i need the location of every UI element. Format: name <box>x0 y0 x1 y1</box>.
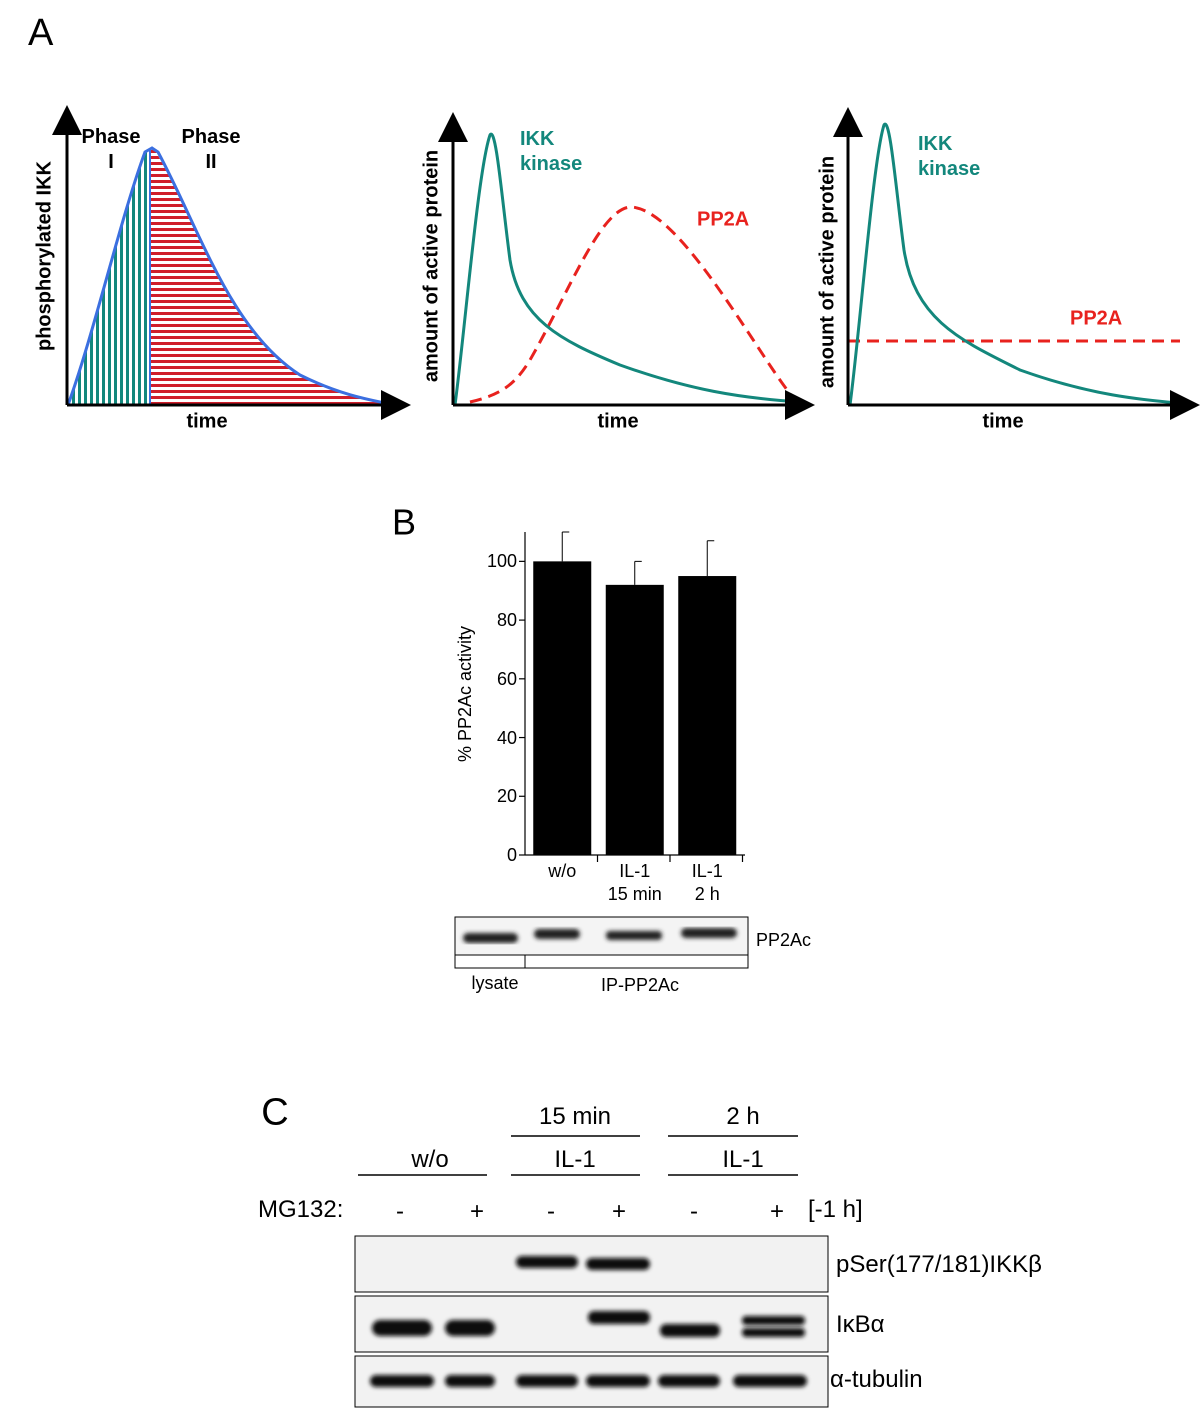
blot-c <box>354 1235 829 1408</box>
x-label: time <box>982 410 1024 433</box>
sign: - <box>690 1198 698 1225</box>
panel-label: A <box>28 12 54 54</box>
phase-label: Phase I <box>81 126 141 173</box>
y-tick-label: 80 <box>496 609 517 630</box>
row-label: α-tubulin <box>830 1366 923 1393</box>
panel-label: B <box>391 501 417 543</box>
y-label: % PP2Ac activity <box>454 625 475 763</box>
y-tick-label: 40 <box>496 727 517 748</box>
bar <box>678 576 737 855</box>
treatment-label: MG132: <box>258 1196 344 1223</box>
x-tick-label: w/o <box>548 861 577 881</box>
schematic-1 <box>52 105 411 420</box>
x-label: time <box>597 410 639 433</box>
bar <box>533 561 592 855</box>
schematic-3 <box>833 107 1200 420</box>
time-label: 2 h <box>726 1103 760 1130</box>
sign: + <box>611 1198 627 1225</box>
curve-label: PP2A <box>697 208 750 231</box>
sign: + <box>469 1198 485 1225</box>
sign: - <box>396 1198 404 1225</box>
curve-label: IKK kinase <box>918 133 981 180</box>
y-label: amount of active protein <box>420 149 443 383</box>
group-label: IL-1 <box>554 1146 596 1173</box>
y-label: amount of active protein <box>816 155 839 389</box>
group-label: w/o <box>411 1146 449 1173</box>
panel-c-lines <box>358 1135 798 1176</box>
sign: - <box>547 1198 555 1225</box>
row-label: IκBα <box>836 1311 885 1338</box>
x-tick-label: IL-1 2 h <box>691 861 723 904</box>
error-bar <box>634 560 642 585</box>
band-label: PP2Ac <box>756 929 812 950</box>
error-bar <box>561 531 570 562</box>
error-bar <box>706 540 715 577</box>
x-label: time <box>186 410 228 433</box>
curve-label: IKK kinase <box>520 128 583 175</box>
y-tick-label: 0 <box>506 844 517 865</box>
lane-label: lysate <box>471 972 519 993</box>
bar <box>605 584 664 855</box>
lane-label: IP-PP2Ac <box>600 974 680 995</box>
blot-b <box>454 916 749 969</box>
group-label: IL-1 <box>722 1146 764 1173</box>
duration-label: [-1 h] <box>808 1196 863 1223</box>
panel-label: C <box>261 1091 289 1134</box>
y-tick-label: 60 <box>496 668 517 689</box>
time-label: 15 min <box>538 1103 612 1130</box>
y-label: phosphorylated IKK <box>33 160 56 352</box>
sign: + <box>769 1198 785 1225</box>
phase-label: Phase II <box>181 126 241 173</box>
y-tick-label: 20 <box>496 786 517 807</box>
x-tick-label: IL-1 15 min <box>607 861 662 904</box>
row-label: pSer(177/181)IKKβ <box>836 1251 1042 1278</box>
y-tick-label: 100 <box>486 551 517 572</box>
schematic-2 <box>438 112 815 420</box>
curve-label: PP2A <box>1070 307 1123 330</box>
